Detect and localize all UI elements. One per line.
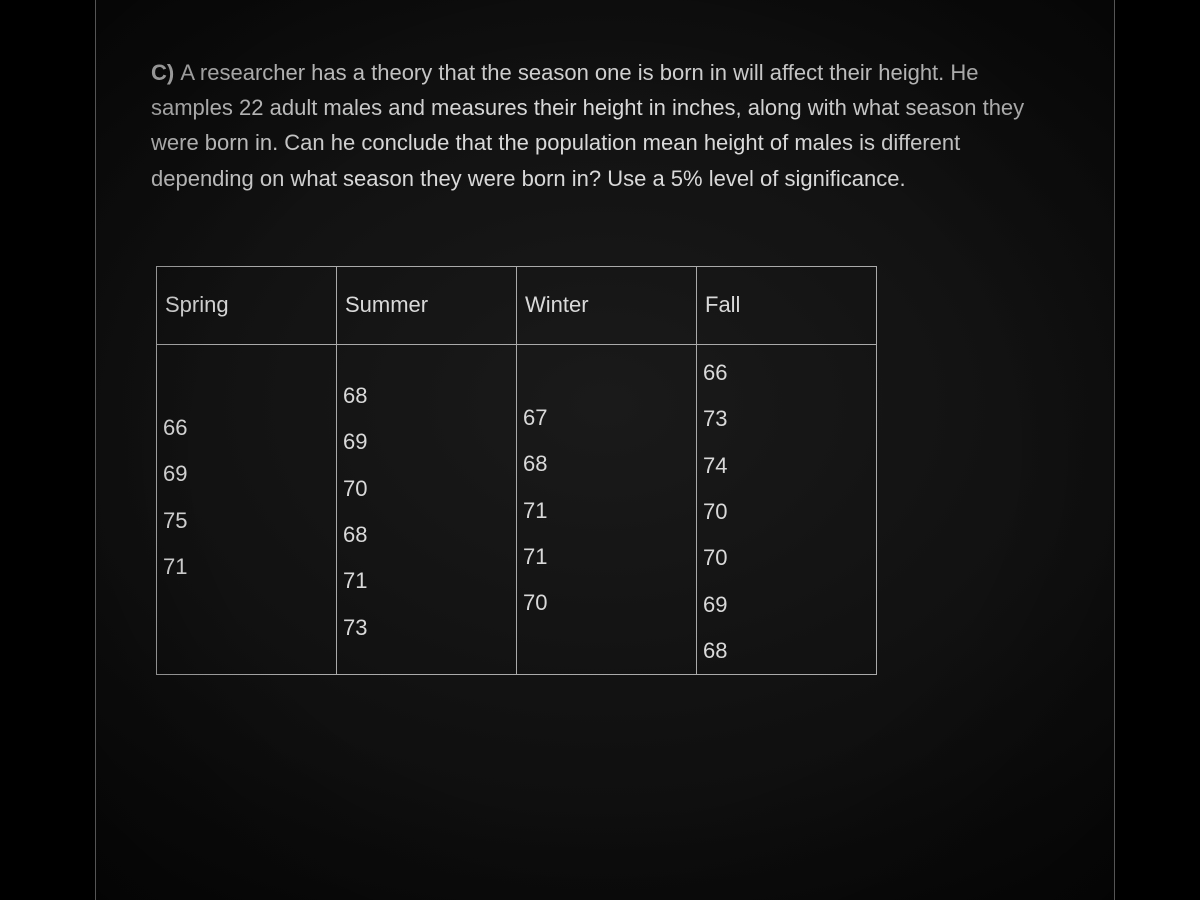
cell-winter: 67 68 71 71 70 xyxy=(517,344,697,675)
value: 75 xyxy=(163,508,330,534)
spring-values: 66 69 75 71 xyxy=(163,355,330,581)
value: 68 xyxy=(523,451,690,477)
value: 71 xyxy=(163,554,330,580)
table-header-row: Spring Summer Winter Fall xyxy=(157,266,877,344)
value: 70 xyxy=(703,545,870,571)
col-header-spring: Spring xyxy=(157,266,337,344)
value: 74 xyxy=(703,453,870,479)
value: 69 xyxy=(163,461,330,487)
question-paragraph: C) A researcher has a theory that the se… xyxy=(151,55,1059,196)
value: 71 xyxy=(343,568,510,594)
value: 69 xyxy=(703,592,870,618)
value: 66 xyxy=(703,360,870,386)
summer-values: 68 69 70 68 71 73 xyxy=(343,355,510,641)
value: 71 xyxy=(523,544,690,570)
value: 68 xyxy=(343,522,510,548)
question-text: A researcher has a theory that the seaso… xyxy=(151,60,1024,191)
value: 68 xyxy=(703,638,870,664)
value: 70 xyxy=(343,476,510,502)
value: 71 xyxy=(523,498,690,524)
col-header-summer: Summer xyxy=(337,266,517,344)
table-data-row: 66 69 75 71 68 69 70 68 71 73 xyxy=(157,344,877,675)
cell-summer: 68 69 70 68 71 73 xyxy=(337,344,517,675)
value: 73 xyxy=(703,406,870,432)
question-label: C) xyxy=(151,60,174,85)
value: 73 xyxy=(343,615,510,641)
value: 69 xyxy=(343,429,510,455)
cell-spring: 66 69 75 71 xyxy=(157,344,337,675)
value: 70 xyxy=(703,499,870,525)
col-header-fall: Fall xyxy=(697,266,877,344)
col-header-winter: Winter xyxy=(517,266,697,344)
fall-values: 66 73 74 70 70 69 68 xyxy=(703,355,870,665)
cell-fall: 66 73 74 70 70 69 68 xyxy=(697,344,877,675)
value: 70 xyxy=(523,590,690,616)
value: 66 xyxy=(163,415,330,441)
page-frame: C) A researcher has a theory that the se… xyxy=(95,0,1115,900)
value: 67 xyxy=(523,405,690,431)
heights-table: Spring Summer Winter Fall 66 69 75 71 xyxy=(156,266,877,676)
winter-values: 67 68 71 71 70 xyxy=(523,355,690,617)
value: 68 xyxy=(343,383,510,409)
